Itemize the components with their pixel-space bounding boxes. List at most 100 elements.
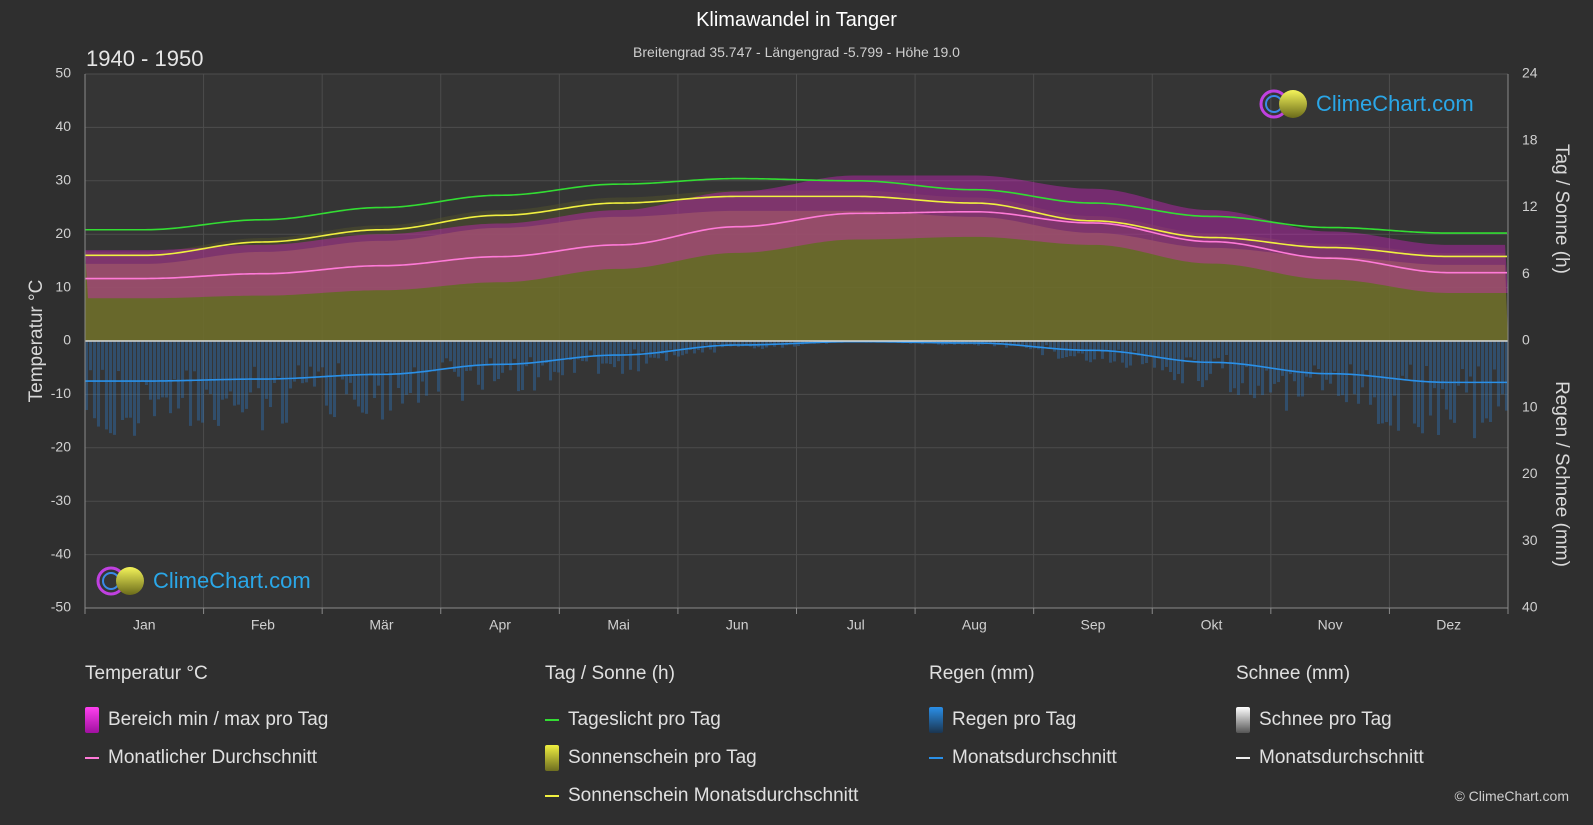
rain-bar <box>1045 341 1048 346</box>
rain-bar <box>1057 341 1060 359</box>
rain-bar <box>689 341 692 350</box>
rain-bar <box>1293 341 1296 382</box>
rain-bar <box>1505 341 1508 411</box>
rain-bar <box>1433 341 1436 389</box>
rain-bar <box>189 341 192 426</box>
rain-bar <box>1501 341 1504 395</box>
x-tick-label: Feb <box>251 617 275 633</box>
rain-bar <box>613 341 616 368</box>
rain-bar <box>1221 341 1224 369</box>
rain-bar <box>425 341 428 396</box>
rain-bar <box>405 341 408 395</box>
rain-bar <box>589 341 592 351</box>
rain-bar <box>1097 341 1100 350</box>
rain-bar <box>1013 341 1016 346</box>
rain-bar <box>1397 341 1400 431</box>
logo-bottom[interactable]: ClimeChart.com <box>95 565 311 597</box>
rain-bar <box>1417 341 1420 428</box>
rain-bar <box>1201 341 1204 388</box>
rain-bar <box>265 341 268 399</box>
rain-bar <box>293 341 296 382</box>
rain-bar <box>1333 341 1336 372</box>
rain-bar <box>1449 341 1452 420</box>
rain-bar <box>1009 341 1012 346</box>
rain-bar <box>93 341 96 419</box>
rain-bar <box>165 341 168 398</box>
rain-bar <box>377 341 380 386</box>
rain-bar <box>777 341 780 344</box>
sunshine-daily-spread <box>85 190 1508 341</box>
x-tick-label: Okt <box>1201 617 1223 633</box>
rain-bar <box>1365 341 1368 371</box>
rain-bar <box>1465 341 1468 393</box>
rain-bar <box>445 341 448 359</box>
rain-bar <box>1089 341 1092 363</box>
rain-bar <box>1157 341 1160 359</box>
rain-bar <box>1181 341 1184 384</box>
rain-bar <box>1393 341 1396 396</box>
rain-bar <box>1265 341 1268 371</box>
rain-bar <box>101 341 104 370</box>
y-tick-label-right-top: 0 <box>1522 332 1530 348</box>
rain-bar <box>389 341 392 411</box>
rain-bar <box>385 341 388 373</box>
rain-bar <box>621 341 624 374</box>
rain-bar <box>257 341 260 389</box>
rain-bar <box>1037 341 1040 350</box>
rain-bar <box>301 341 304 384</box>
rain-bar <box>1257 341 1260 386</box>
rain-bar <box>141 341 144 382</box>
rain-swatch <box>929 707 943 733</box>
rain-bar <box>1137 341 1140 356</box>
rain-bar <box>501 341 504 373</box>
rain-bar <box>453 341 456 372</box>
rain-bar <box>1281 341 1284 376</box>
rain-bar <box>573 341 576 373</box>
rain-bar <box>1017 341 1020 346</box>
rain-bar <box>625 341 628 354</box>
rain-bar <box>1049 341 1052 349</box>
x-tick-label: Mai <box>607 617 630 633</box>
rain-bar <box>1149 341 1152 356</box>
y-tick-label-right-top: 18 <box>1522 131 1538 147</box>
rain-bar <box>1489 341 1492 422</box>
legend-temperature-title: Temperatur °C <box>85 663 208 684</box>
rain-bar <box>349 341 352 383</box>
rain-bar <box>1021 341 1024 346</box>
rain-bar <box>1001 341 1004 344</box>
sunshine-avg-swatch <box>545 795 559 797</box>
rain-bar <box>1213 341 1216 359</box>
rain-bar <box>97 341 100 427</box>
rain-bar <box>1321 341 1324 391</box>
rain-bar <box>1313 341 1316 366</box>
rain-bar <box>1389 341 1392 426</box>
rain-bar <box>361 341 364 413</box>
rain-bar <box>1301 341 1304 397</box>
rain-bar <box>157 341 160 400</box>
y-tick-label-left: 10 <box>55 278 71 294</box>
legend-item-sunshine-avg: Sonnenschein Monatsdurchschnitt <box>545 777 858 815</box>
x-tick-label: Jan <box>133 617 156 633</box>
y-tick-label-left: -20 <box>51 439 71 455</box>
rain-bar <box>333 341 336 418</box>
rain-bar <box>637 341 640 372</box>
rain-bar <box>281 341 284 424</box>
rain-bar <box>1485 341 1488 419</box>
rain-bar <box>433 341 436 372</box>
rain-bar <box>221 341 224 400</box>
logo-top[interactable]: ClimeChart.com <box>1258 88 1474 120</box>
rain-bar <box>1077 341 1080 354</box>
rain-bar <box>585 341 588 362</box>
rain-bar <box>745 341 748 346</box>
rain-bar <box>685 341 688 354</box>
rain-bar <box>249 341 252 393</box>
rain-bar <box>341 341 344 380</box>
x-tick-label: Mär <box>369 617 393 633</box>
rain-bar <box>601 341 604 364</box>
rain-bar <box>997 341 1000 345</box>
legend-item-rain-avg: Monatsdurchschnitt <box>929 739 1117 777</box>
rain-bar <box>1025 341 1028 348</box>
rain-bar <box>1237 341 1240 396</box>
rain-bar <box>177 341 180 409</box>
rain-bar <box>297 341 300 366</box>
